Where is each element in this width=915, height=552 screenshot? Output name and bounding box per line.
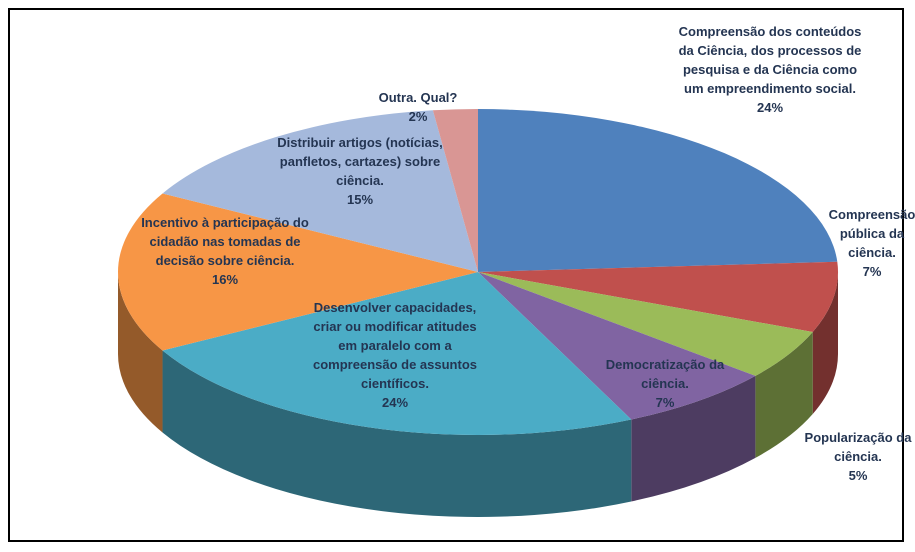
- value-label: 2%: [408, 109, 428, 124]
- value-label: 15%: [346, 192, 374, 207]
- category-label: Desenvolver capacidades, criar ou modifi…: [313, 300, 477, 391]
- data-label: Outra. Qual? 2%: [368, 88, 468, 126]
- value-label: 16%: [211, 272, 239, 287]
- slice-side: [812, 272, 838, 415]
- value-label: 24%: [381, 395, 409, 410]
- data-label: Compreensão pública da ciência. 7%: [826, 205, 915, 281]
- slice: [478, 109, 838, 272]
- category-label: Incentivo à participação do cidadão nas …: [141, 215, 309, 268]
- slice: [478, 272, 756, 420]
- value-label: 24%: [756, 100, 784, 115]
- category-label: Popularização da ciência.: [804, 430, 912, 464]
- category-label: Democratização da ciência.: [605, 357, 725, 391]
- slice-side: [162, 350, 632, 517]
- slice-side: [118, 272, 163, 433]
- slice: [478, 272, 813, 376]
- category-label: Distribuir artigos (notícias, panfletos,…: [277, 135, 443, 188]
- value-label: 5%: [848, 468, 868, 483]
- data-label: Compreensão dos conteúdos da Ciência, do…: [675, 22, 865, 117]
- slice: [162, 110, 478, 272]
- category-label: Compreensão dos conteúdos da Ciência, do…: [678, 24, 862, 96]
- value-label: 7%: [862, 264, 882, 279]
- data-label: Desenvolver capacidades, criar ou modifi…: [308, 298, 483, 412]
- value-label: 7%: [655, 395, 675, 410]
- chart-frame: [8, 8, 904, 542]
- data-label: Incentivo à participação do cidadão nas …: [130, 213, 320, 289]
- data-label: Distribuir artigos (notícias, panfletos,…: [275, 133, 445, 209]
- slice: [432, 109, 478, 272]
- slice: [117, 193, 478, 351]
- category-label: Outra. Qual?: [378, 90, 458, 105]
- slice-side: [755, 332, 813, 458]
- slice: [478, 261, 838, 333]
- category-label: Compreensão pública da ciência.: [828, 207, 915, 260]
- slice-side: [631, 375, 756, 502]
- slice: [162, 272, 632, 435]
- data-label: Popularização da ciência. 5%: [803, 428, 913, 485]
- data-label: Democratização da ciência. 7%: [590, 355, 740, 412]
